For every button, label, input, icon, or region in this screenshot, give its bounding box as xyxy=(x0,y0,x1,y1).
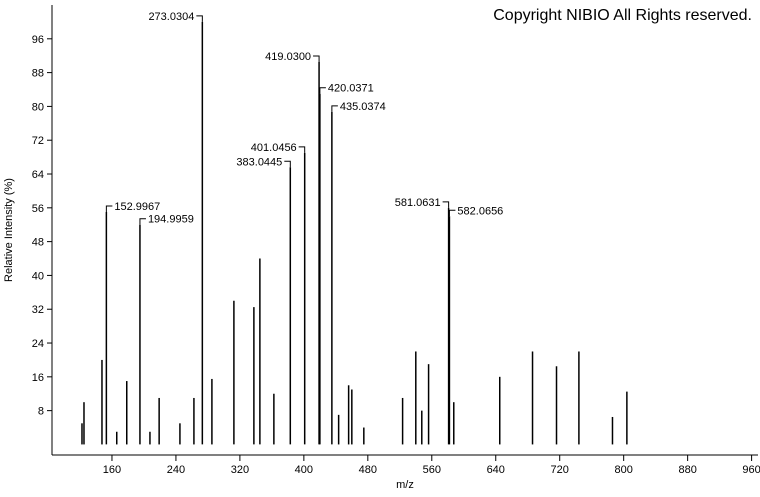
y-tick-label: 32 xyxy=(32,304,44,316)
y-tick-label: 88 xyxy=(32,68,44,80)
peak-label: 194.9959 xyxy=(148,214,194,226)
peak-label: 401.0456 xyxy=(251,142,297,154)
peak-label: 582.0656 xyxy=(457,205,503,217)
x-tick-label: 640 xyxy=(487,464,505,476)
x-tick-label: 240 xyxy=(167,464,185,476)
y-tick-label: 56 xyxy=(32,203,44,215)
x-tick-label: 880 xyxy=(678,464,696,476)
x-tick-label: 800 xyxy=(614,464,632,476)
peak-label: 420.0371 xyxy=(328,83,374,95)
label-leader xyxy=(298,146,306,153)
y-tick-label: 40 xyxy=(32,270,44,282)
peak-label: 152.9967 xyxy=(114,201,160,213)
x-tick-label: 400 xyxy=(295,464,313,476)
y-tick-label: 48 xyxy=(32,237,44,249)
peak-label: 435.0374 xyxy=(340,101,386,113)
y-tick-label: 24 xyxy=(32,338,44,350)
peak-label: 419.0300 xyxy=(265,51,311,63)
x-tick-label: 720 xyxy=(551,464,569,476)
y-tick-label: 64 xyxy=(32,169,44,181)
x-tick-label: 960 xyxy=(742,464,760,476)
label-leader xyxy=(442,201,450,208)
watermark: Copyright NIBIO All Rights reserved. xyxy=(493,7,752,24)
x-axis-label: m/z xyxy=(396,479,414,491)
y-tick-label: 72 xyxy=(32,135,44,147)
label-leader xyxy=(105,205,113,213)
label-leader xyxy=(313,55,320,63)
x-tick-label: 320 xyxy=(231,464,249,476)
label-leader xyxy=(319,87,326,94)
label-leader xyxy=(331,105,338,112)
y-tick-label: 16 xyxy=(32,372,44,384)
y-tick-label: 96 xyxy=(32,34,44,46)
y-axis-label: Relative Intensity (%) xyxy=(3,178,15,282)
peak-label: 383.0445 xyxy=(236,156,282,168)
label-leader xyxy=(139,218,146,225)
label-leader xyxy=(196,15,203,22)
label-leader xyxy=(448,209,456,217)
x-tick-label: 560 xyxy=(423,464,441,476)
peak-label: 273.0304 xyxy=(148,11,194,23)
label-leader xyxy=(284,160,291,168)
x-tick-label: 480 xyxy=(359,464,377,476)
peak-label: 581.0631 xyxy=(395,197,441,209)
y-tick-label: 80 xyxy=(32,101,44,113)
y-tick-label: 8 xyxy=(38,406,44,418)
x-tick-label: 160 xyxy=(103,464,121,476)
